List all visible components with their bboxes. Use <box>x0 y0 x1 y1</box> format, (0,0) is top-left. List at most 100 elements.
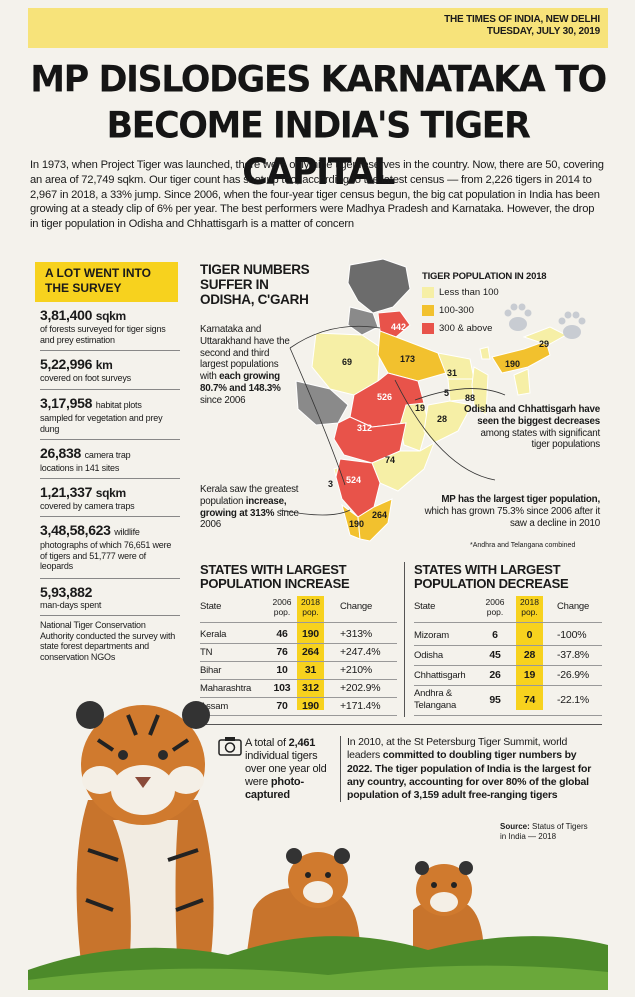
increase-title-line-2: POPULATION INCREASE <box>200 576 350 591</box>
bottom-divider <box>200 724 602 725</box>
header-pop: pop. <box>521 606 538 617</box>
map-label-mp: 526 <box>377 392 393 402</box>
decrease-cell-2018: 28 <box>523 649 536 661</box>
decrease-cell-change: -22.1% <box>557 694 590 706</box>
decrease-cell-change: -26.9% <box>557 669 590 681</box>
headline-line-1: MP DISLODGES KARNATAKA TO <box>30 58 607 101</box>
masthead-bar: THE TIMES OF INDIA, NEW DELHI TUESDAY, J… <box>28 8 608 48</box>
cub-2-ear-left <box>415 861 429 875</box>
map-region-jharkhand <box>447 378 475 402</box>
map-region-andhra <box>371 441 435 492</box>
legend-label: 300 & above <box>439 323 493 334</box>
decrease-title-prefix: STATES WITH <box>414 562 501 577</box>
map-label-up: 173 <box>400 354 416 364</box>
increase-cell-2018: 190 <box>302 700 319 712</box>
stat-desc: photographs of which 76,651 were of tige… <box>40 540 172 571</box>
map-region-wb <box>471 366 489 417</box>
increase-cell-change: +247.4% <box>340 646 381 658</box>
increase-title-bold: LARGEST <box>286 562 347 577</box>
stat-unit: km <box>95 358 113 372</box>
header-pop: pop. <box>302 606 319 617</box>
map-region-up <box>377 330 447 382</box>
row-divider <box>414 715 602 716</box>
annotation-bold: MP has the largest tiger population, <box>441 494 600 505</box>
annotation-mp: MP has the largest tiger population, whi… <box>415 494 601 529</box>
annotation-text: which has grown 75.3% since 2006 after i… <box>424 505 601 529</box>
cub-1-eye-right <box>325 872 331 878</box>
decrease-cell-2006: 45 <box>489 649 501 661</box>
header-year: 2006 <box>272 597 292 607</box>
stat-inline: wildlife <box>114 527 140 537</box>
increase-cell-2006: 46 <box>276 628 288 640</box>
decrease-cell-state: Andhra & <box>414 688 453 699</box>
stat-desc: sampled for vegetation and prey dung <box>40 413 163 434</box>
map-label-arunachal: 29 <box>539 339 550 349</box>
divider <box>40 478 180 479</box>
divider <box>40 516 180 517</box>
increase-header-change: Change <box>340 601 373 612</box>
increase-cell-state: Assam <box>200 701 229 712</box>
row-divider <box>200 661 397 662</box>
decrease-title-line-2: POPULATION DECREASE <box>414 576 569 591</box>
decrease-header-state: State <box>414 601 436 612</box>
cub-2-eye-left <box>431 882 437 888</box>
cub-2-head <box>416 864 472 916</box>
legend-title: TIGER POPULATION IN 2018 <box>422 271 547 282</box>
map-region-tn <box>357 498 393 542</box>
cub-1-ear-left <box>286 848 302 864</box>
row-divider <box>414 665 602 666</box>
decrease-cell-state: Chhattisgarh <box>414 670 466 681</box>
cub-1-head <box>288 852 348 908</box>
grass-highlight <box>28 965 608 990</box>
source-note: Source: Status of Tigers in India — 2018 <box>500 822 590 841</box>
divider <box>40 350 180 351</box>
map-label-maharashtra: 312 <box>357 423 373 433</box>
stat-forest: 3,81,400 sqkm of forests surveyed for ti… <box>40 307 180 345</box>
map-region-assam <box>491 340 551 374</box>
map-label-bihar: 31 <box>447 368 458 378</box>
map-region-mizoram <box>513 368 531 396</box>
increase-header-2006: 2006 pop. <box>268 597 296 617</box>
divider <box>40 389 180 390</box>
masthead: THE TIMES OF INDIA, NEW DELHI TUESDAY, J… <box>444 14 600 38</box>
map-label-jharkhand: 5 <box>444 388 450 398</box>
cub-1-eye-left <box>305 872 311 878</box>
decrease-cell-state: Odisha <box>414 650 443 661</box>
cub-2-eye-right <box>451 882 457 888</box>
photo-bold: photo-captured <box>245 776 304 801</box>
increase-cell-2006: 76 <box>276 646 288 658</box>
map-label-chhattisgarh: 19 <box>415 403 426 413</box>
increase-header-state: State <box>200 601 222 612</box>
tiger-nose <box>135 777 151 788</box>
row-divider <box>200 697 397 698</box>
decrease-cell-2006: 26 <box>489 669 501 681</box>
annotation-bold: increase, growing at 313% <box>200 495 287 519</box>
stat-value: 3,48,58,623 <box>40 522 111 538</box>
map-region-punjab <box>347 306 379 336</box>
legend-item-high: 300 & above <box>422 323 492 334</box>
increase-title-prefix: STATES WITH <box>200 562 287 577</box>
decrease-header-change: Change <box>557 601 590 612</box>
survey-heading-line-1: A LOT WENT INTO <box>45 266 151 280</box>
stat-foot: 5,22,996 km covered on foot surveys <box>40 356 180 384</box>
stat-desc: man-days spent <box>40 600 102 610</box>
photo-text: individual tigers over one year old were <box>245 750 327 788</box>
map-label-kerala: 190 <box>349 519 365 529</box>
stat-value: 5,93,882 <box>40 584 93 600</box>
decrease-cell-change: -100% <box>557 629 587 641</box>
photo-capture-note: A total of 2,461 individual tigers over … <box>245 737 333 802</box>
cub-1-ear-right <box>334 848 350 864</box>
photo-text: A total of <box>245 737 289 749</box>
stat-desc: covered on foot surveys <box>40 373 131 383</box>
stat-man-days: 5,93,882 man-days spent <box>40 584 180 611</box>
row-divider <box>414 645 602 646</box>
annotation-odisha: Odisha and Chhattisgarh have seen the bi… <box>460 404 600 451</box>
increase-header-2018: 2018 pop. <box>297 597 324 617</box>
map-label-wb: 88 <box>465 393 476 403</box>
increase-cell-2018: 190 <box>302 628 319 640</box>
tiger-eye-right <box>158 750 168 760</box>
header-year: 2018 <box>301 597 320 607</box>
stat-unit: sqkm <box>95 486 126 500</box>
tiger-illustration <box>28 701 608 990</box>
